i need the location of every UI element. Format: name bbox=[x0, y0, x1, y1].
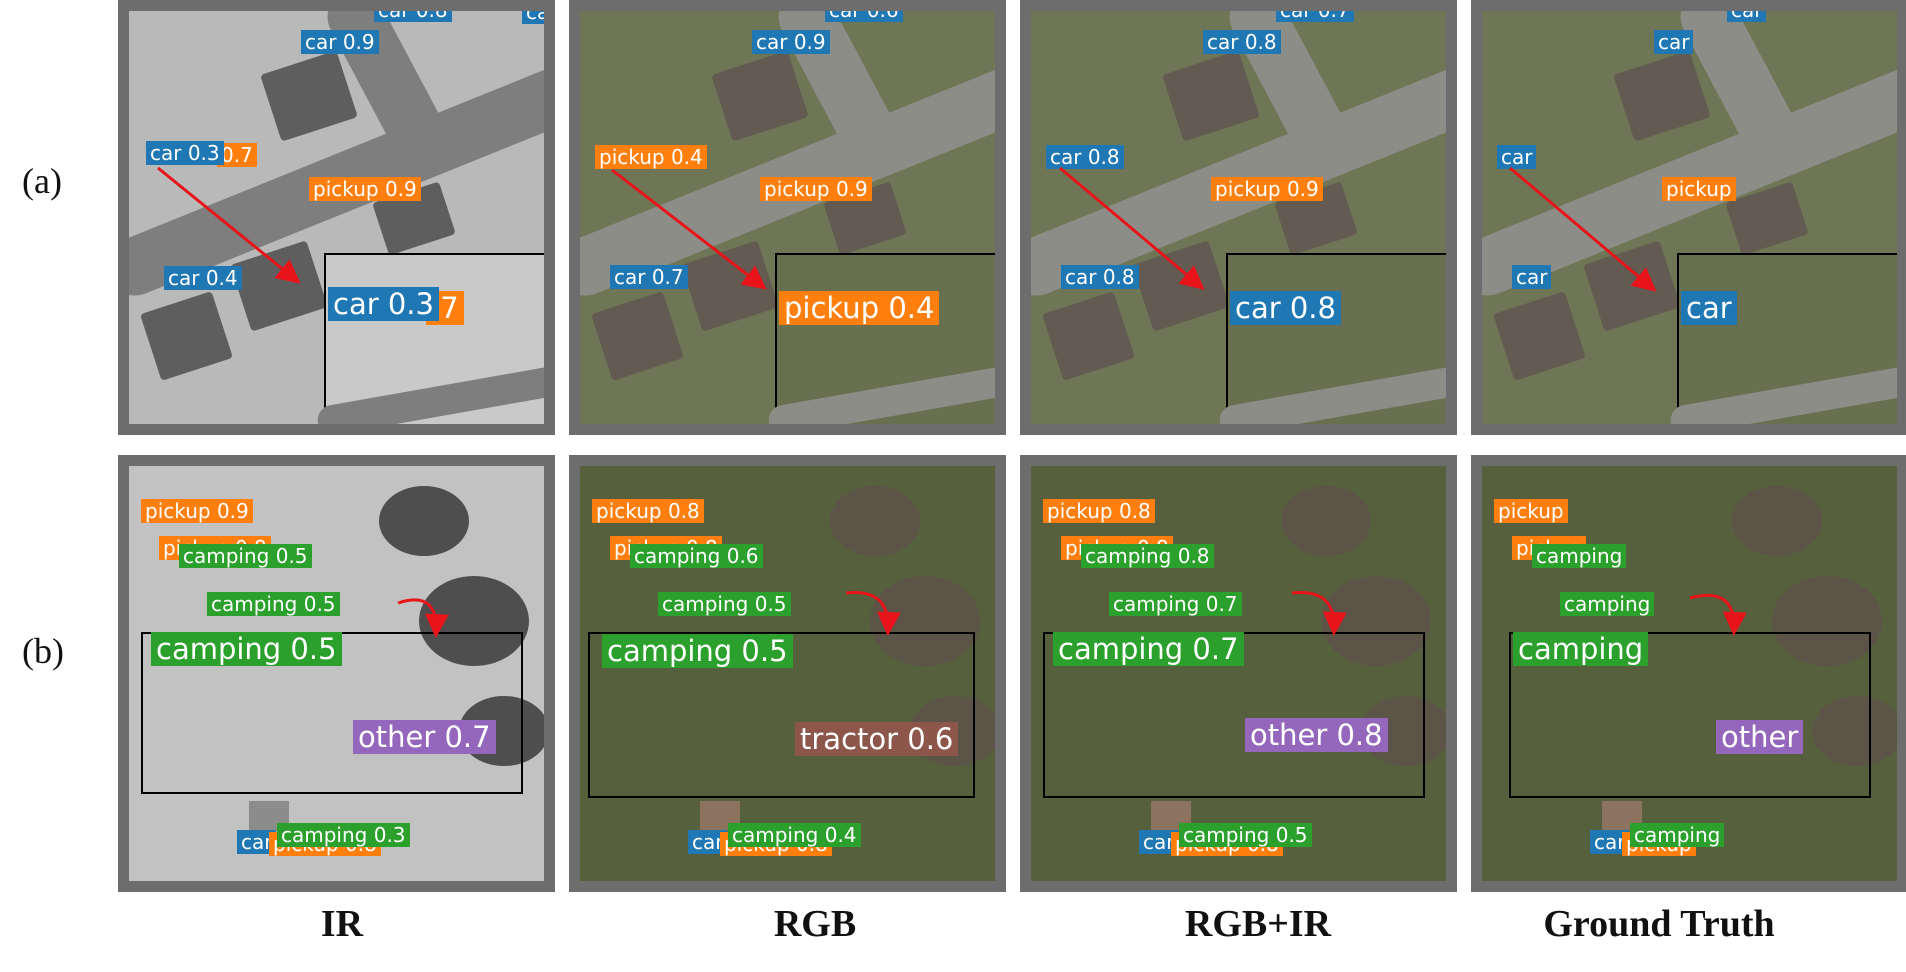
panel-a-ir: car 0.8 car car 0.9 0.7 car 0.3 pickup 0… bbox=[118, 0, 555, 435]
panel-b-ground-truth: pickup pickup camping camping camping ot… bbox=[1471, 455, 1906, 892]
tree bbox=[1281, 486, 1371, 556]
column-label-ir: IR bbox=[320, 903, 364, 945]
house-roof bbox=[230, 240, 328, 332]
detection-label-camping: camping 0.5 bbox=[179, 544, 312, 568]
zoom-region-box: camping 0.5 tractor 0.6 bbox=[588, 632, 975, 798]
scene-a-rgb-ir: car 0.7 car 0.8 car 0.8 pickup 0.9 car 0… bbox=[1031, 11, 1446, 424]
panel-a-ground-truth: car car car pickup car car bbox=[1471, 0, 1906, 435]
detection-label-other: other bbox=[1716, 720, 1804, 754]
tree bbox=[1732, 486, 1822, 556]
detection-label-camping: camping 0.6 bbox=[630, 544, 763, 568]
detection-label-car: car 0.8 bbox=[374, 11, 452, 22]
detection-label-car: car bbox=[1654, 30, 1694, 54]
scene-a-ir: car 0.8 car car 0.9 0.7 car 0.3 pickup 0… bbox=[129, 11, 544, 424]
house-roof bbox=[260, 50, 358, 142]
detection-label-pickup: pickup 0.4 bbox=[595, 145, 707, 169]
house-roof bbox=[1583, 240, 1681, 332]
scene-b-ir: pickup 0.9 pickup 0.8 camping 0.5 campin… bbox=[129, 466, 544, 881]
detection-label-pickup: pickup 0.9 bbox=[1211, 177, 1323, 201]
panel-b-rgb: pickup 0.8 pickup 0.8 camping 0.6 campin… bbox=[569, 455, 1006, 892]
detection-label-car: car bbox=[1497, 145, 1537, 169]
detection-label-camping: camping 0.7 bbox=[1109, 592, 1242, 616]
detection-label-car: car 0.8 bbox=[1230, 291, 1341, 325]
detection-label-camping: camping bbox=[1532, 544, 1627, 568]
detection-label-camping: camping bbox=[1560, 592, 1655, 616]
detection-label-car: car 0.8 bbox=[1046, 145, 1124, 169]
zoom-inset: car bbox=[1668, 253, 1897, 424]
panel-b-ir: pickup 0.9 pickup 0.8 camping 0.5 campin… bbox=[118, 455, 555, 892]
detection-label-pickup: pickup 0.9 bbox=[760, 177, 872, 201]
zoom-region-box: camping 0.7 other 0.8 bbox=[1043, 632, 1425, 798]
detection-label-car: car 0.8 bbox=[1203, 30, 1281, 54]
column-label-rgb-ir: RGB+IR bbox=[1184, 903, 1332, 945]
detection-label-camping: camping 0.5 bbox=[207, 592, 340, 616]
detection-label-car: car 0.4 bbox=[164, 266, 242, 290]
tree bbox=[1812, 696, 1897, 766]
detection-label-pickup: pickup 0.9 bbox=[309, 177, 421, 201]
detection-label-car: car bbox=[522, 11, 544, 24]
scene-b-rgb-ir: pickup 0.8 pickup 0.8 camping 0.8 campin… bbox=[1031, 466, 1446, 881]
detection-label-pickup: pickup bbox=[1662, 177, 1736, 201]
detection-label-car: car 0.8 bbox=[1061, 265, 1139, 289]
detection-label-car: car 0.3 bbox=[146, 141, 224, 165]
house-roof bbox=[1493, 291, 1586, 381]
zoom-region-box: camping 0.5 other 0.7 bbox=[141, 632, 523, 794]
house-roof bbox=[1132, 240, 1230, 332]
house-roof bbox=[591, 291, 684, 381]
detection-label-car: car 0.6 bbox=[825, 11, 903, 22]
detection-label-pickup: pickup 0.8 bbox=[592, 499, 704, 523]
house-roof bbox=[1042, 291, 1135, 381]
detection-label-camping: camping 0.3 bbox=[277, 823, 410, 847]
detection-label-camping: camping 0.7 bbox=[1053, 632, 1244, 666]
panel-b-rgb-ir: pickup 0.8 pickup 0.8 camping 0.8 campin… bbox=[1020, 455, 1457, 892]
scene-b-ground-truth: pickup pickup camping camping camping ot… bbox=[1482, 466, 1897, 881]
detection-label-camping: camping bbox=[1513, 632, 1649, 666]
zoom-inset: .7 car 0.3 bbox=[315, 253, 544, 424]
detection-label-camping: camping 0.5 bbox=[602, 634, 793, 668]
scene-b-rgb: pickup 0.8 pickup 0.8 camping 0.6 campin… bbox=[580, 466, 995, 881]
house-roof bbox=[711, 50, 809, 142]
house-roof bbox=[1162, 50, 1260, 142]
column-label-ground-truth: Ground Truth bbox=[1543, 903, 1775, 945]
detection-label-camping: camping 0.8 bbox=[1081, 544, 1214, 568]
detection-label-car: car bbox=[1727, 11, 1767, 22]
detection-label-car: car 0.3 bbox=[328, 287, 439, 321]
detection-label-camping: camping 0.4 bbox=[728, 823, 861, 847]
row-label-a: (a) bbox=[22, 161, 62, 201]
panel-a-rgb: car 0.6 car 0.9 pickup 0.4 pickup 0.9 ca… bbox=[569, 0, 1006, 435]
scene-a-ground-truth: car car car pickup car car bbox=[1482, 11, 1897, 424]
house-roof bbox=[1613, 50, 1711, 142]
detection-label-car: car 0.9 bbox=[752, 30, 830, 54]
zoom-region-box: camping other bbox=[1509, 632, 1871, 798]
zoom-inset: car 0.8 bbox=[1217, 253, 1446, 424]
detection-label-car: car 0.9 bbox=[301, 30, 379, 54]
detection-label-camping: camping 0.5 bbox=[151, 632, 342, 666]
detection-label-car: car 0.7 bbox=[1276, 11, 1354, 22]
detection-label-camping: camping 0.5 bbox=[658, 592, 791, 616]
zoom-inset: pickup 0.4 bbox=[766, 253, 995, 424]
detection-label-camping: camping bbox=[1630, 823, 1725, 847]
tree bbox=[379, 486, 469, 556]
detection-label-car: car bbox=[1512, 265, 1552, 289]
detection-label-pickup: pickup 0.9 bbox=[141, 499, 253, 523]
detection-label-camping: camping 0.5 bbox=[1179, 823, 1312, 847]
detection-label-car: car 0.7 bbox=[610, 265, 688, 289]
detection-label-tractor: tractor 0.6 bbox=[795, 722, 959, 756]
tree bbox=[830, 486, 920, 556]
detection-label-pickup: pickup 0.4 bbox=[779, 291, 940, 325]
house-roof bbox=[140, 291, 233, 381]
panel-a-rgb-ir: car 0.7 car 0.8 car 0.8 pickup 0.9 car 0… bbox=[1020, 0, 1457, 435]
tree bbox=[1772, 576, 1882, 666]
row-label-b: (b) bbox=[22, 631, 64, 671]
detection-label-other: other 0.8 bbox=[1245, 718, 1388, 752]
column-label-rgb: RGB bbox=[773, 903, 857, 945]
detection-label-pickup: pickup bbox=[1494, 499, 1568, 523]
detection-label-car: car bbox=[1681, 291, 1737, 325]
detection-label-pickup: pickup 0.8 bbox=[1043, 499, 1155, 523]
detection-label-other: other 0.7 bbox=[353, 720, 496, 754]
house-roof bbox=[681, 240, 779, 332]
scene-a-rgb: car 0.6 car 0.9 pickup 0.4 pickup 0.9 ca… bbox=[580, 11, 995, 424]
